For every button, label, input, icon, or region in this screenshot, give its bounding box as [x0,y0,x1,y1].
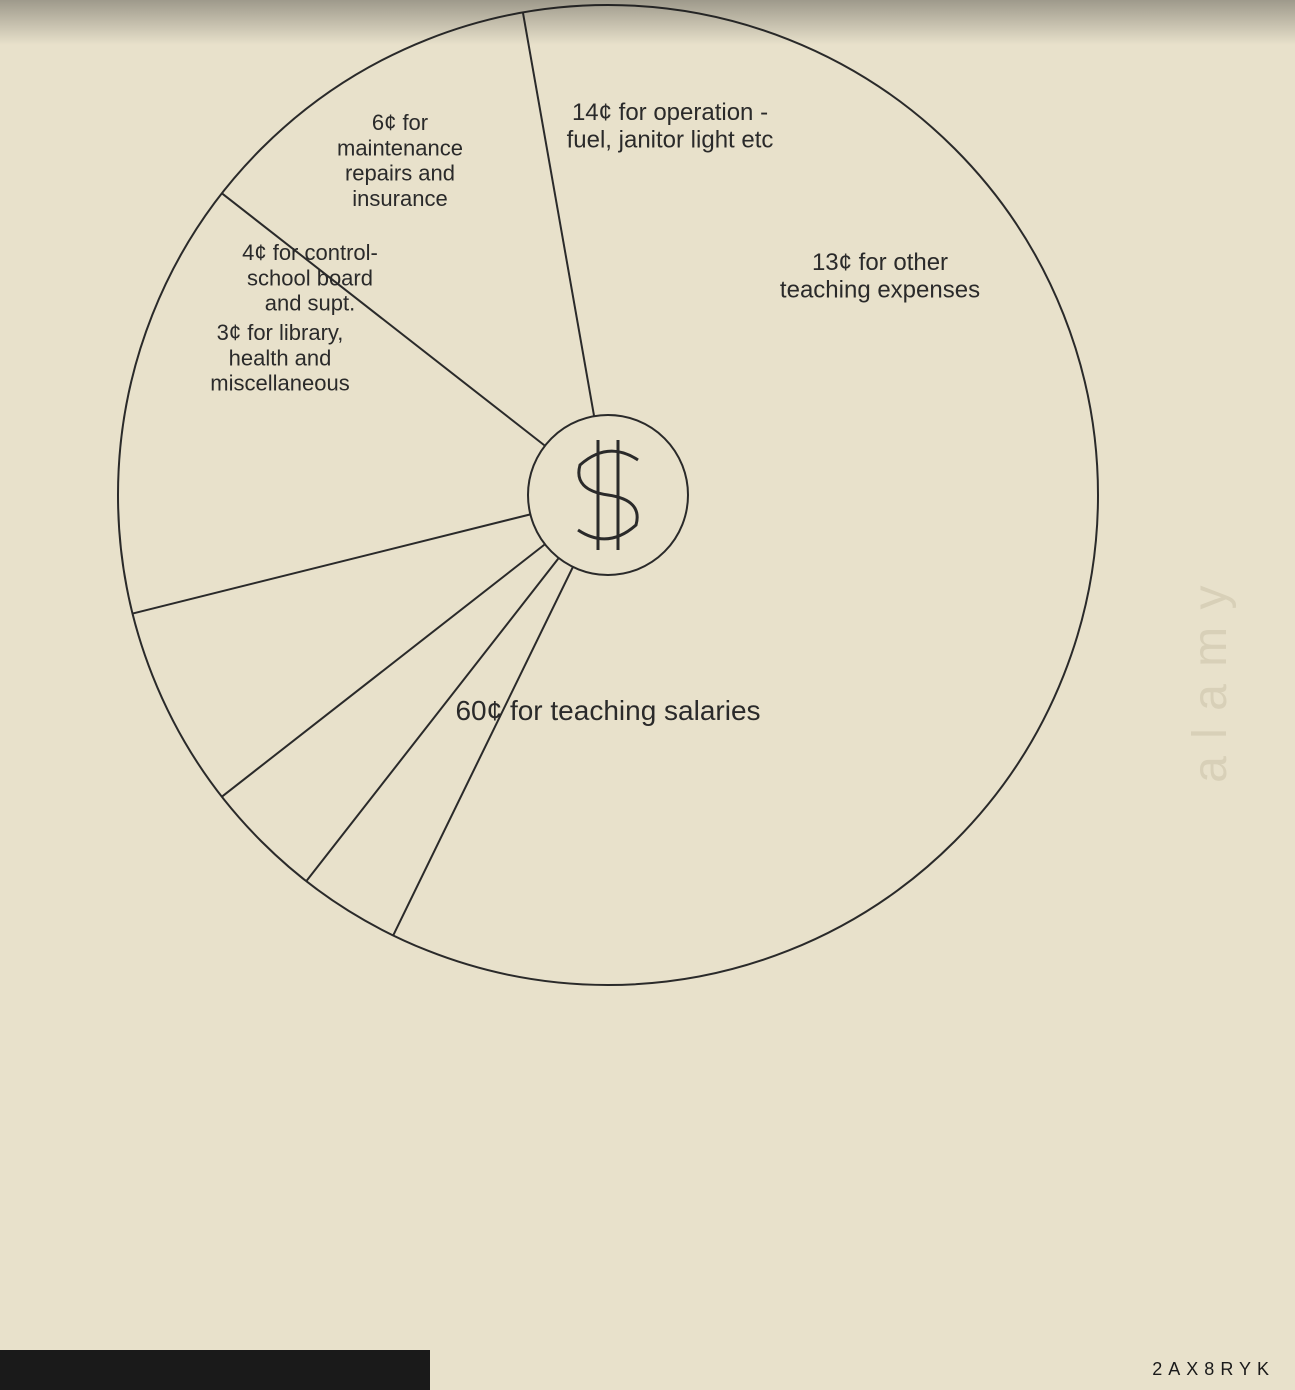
slice-label: 4¢ for control-school boardand supt. [242,240,378,316]
chart-svg: 60¢ for teaching salaries 3¢ for library,… [0,0,1295,1390]
footer-bar [0,1350,430,1390]
watermark: a l a m y [1183,584,1238,783]
slice-divider [393,567,573,936]
pie-chart: 60¢ for teaching salaries 3¢ for library,… [0,0,1295,1390]
slice-divider [523,12,594,416]
footer-code-text: 2AX8RYK [1152,1359,1275,1379]
slice-label: 3¢ for library,health andmiscellaneous [210,320,349,396]
slice-divider [222,544,545,796]
slice-label: 6¢ formaintenancerepairs andinsurance [337,110,463,211]
watermark-text: a l a m y [1184,584,1237,783]
slice-label: 14¢ for operation -fuel, janitor light e… [567,99,774,154]
slice-label: 13¢ for otherteaching expenses [780,249,980,304]
slice-divider [222,193,545,445]
footer-code: 2AX8RYK [1152,1359,1275,1380]
slice-label: 60¢ for teaching salaries [455,695,760,726]
top-shadow [0,0,1295,45]
slice-divider [306,558,558,881]
slice-divider [133,514,531,613]
